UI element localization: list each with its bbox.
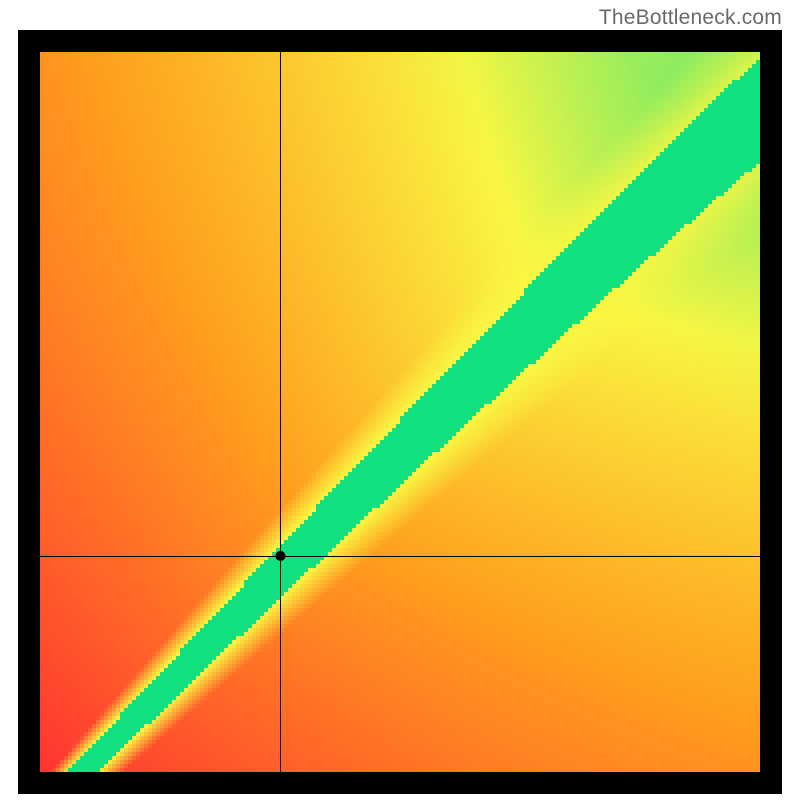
crosshair-overlay (40, 52, 760, 772)
root: TheBottleneck.com (0, 0, 800, 800)
watermark-text: TheBottleneck.com (599, 6, 782, 30)
plot-frame (18, 30, 782, 794)
